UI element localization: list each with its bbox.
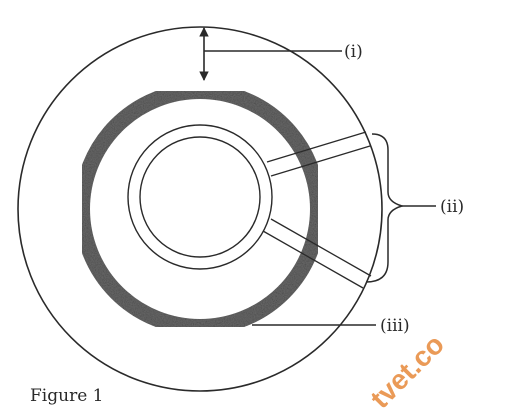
shaded-ring	[74, 83, 326, 335]
label-ii: (ii)	[440, 197, 464, 217]
outer-circle	[17, 26, 383, 392]
label-i: (i)	[344, 42, 363, 62]
lower-channel	[262, 218, 372, 289]
inner-outer-circle	[127, 124, 273, 270]
upper-channel	[266, 131, 371, 177]
inner-inner-circle	[139, 136, 261, 258]
label-ii-brace	[365, 133, 405, 283]
watermark-text: tvet.co	[364, 329, 450, 415]
label-iii: (iii)	[380, 316, 410, 336]
figure-caption: Figure 1	[30, 386, 103, 406]
